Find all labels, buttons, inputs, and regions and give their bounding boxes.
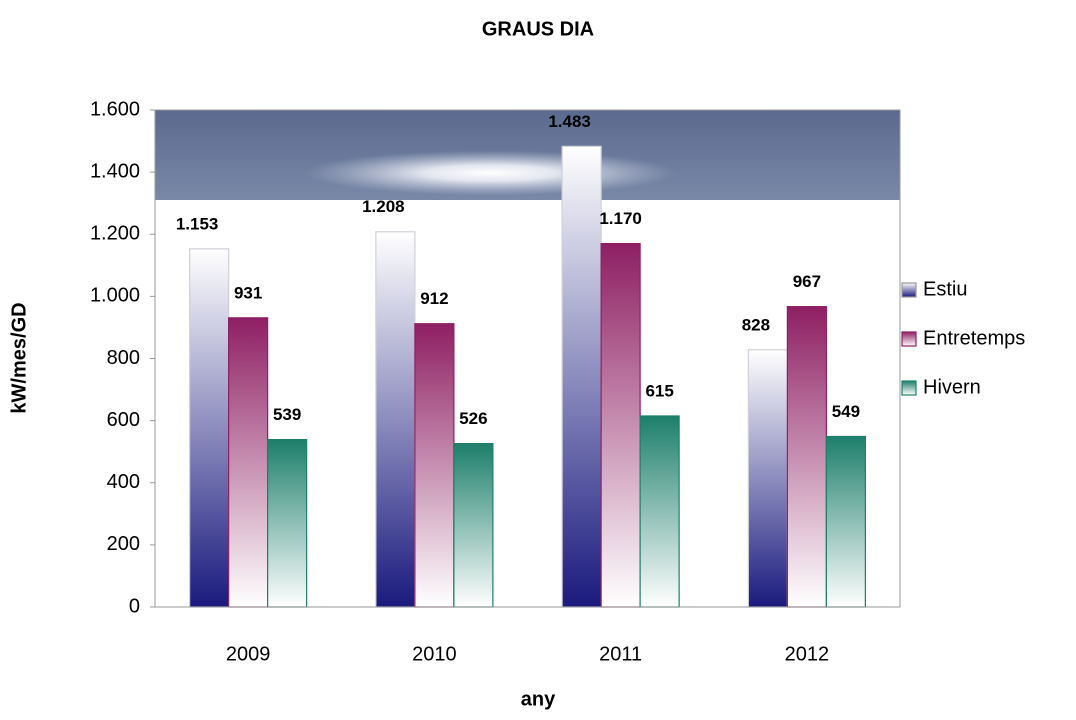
value-label: 615 [645, 381, 673, 400]
value-label: 1.170 [599, 209, 642, 228]
y-tick-label: 600 [107, 409, 140, 431]
chart-title: GRAUS DIA [482, 18, 594, 40]
y-axis-title: kW/mes/GD [8, 302, 30, 413]
bar [640, 416, 679, 607]
y-tick-label: 400 [107, 471, 140, 493]
bar [268, 440, 307, 607]
x-tick-label: 2010 [412, 643, 457, 665]
y-tick-label: 1.200 [90, 223, 140, 245]
y-tick-label: 1.400 [90, 160, 140, 182]
y-tick-label: 0 [129, 595, 140, 617]
y-tick-label: 1.600 [90, 98, 140, 120]
bar [826, 436, 865, 607]
legend-swatch [902, 381, 916, 395]
y-tick-label: 200 [107, 533, 140, 555]
y-tick-label: 1.000 [90, 285, 140, 307]
x-axis-title: any [521, 688, 556, 710]
sun-glow [155, 110, 900, 200]
legend-label: Entretemps [923, 327, 1025, 349]
legend-swatch [902, 332, 916, 346]
bar [415, 324, 454, 607]
x-tick-label: 2009 [226, 643, 271, 665]
value-label: 931 [234, 283, 262, 302]
bar [601, 244, 640, 607]
value-label: 1.153 [176, 214, 219, 233]
bar [748, 350, 787, 607]
value-label: 526 [459, 409, 487, 428]
legend-label: Hivern [923, 376, 981, 398]
legend-label: Estiu [923, 278, 967, 300]
legend-swatch [902, 283, 916, 297]
x-tick-label: 2012 [785, 643, 830, 665]
value-label: 967 [793, 272, 821, 291]
bar [376, 232, 415, 607]
bar [562, 146, 601, 607]
value-label: 828 [742, 315, 770, 334]
y-tick-label: 800 [107, 347, 140, 369]
value-label: 549 [832, 402, 860, 421]
bar [787, 307, 826, 607]
bar [454, 444, 493, 607]
chart: GRAUS DIA kW/mes/GD any 0 200 400 600 800 1.0… [0, 0, 1076, 715]
value-label: 1.483 [548, 112, 591, 131]
value-label: 539 [273, 405, 301, 424]
value-label: 1.208 [362, 197, 405, 216]
x-tick-label: 2011 [599, 643, 642, 665]
bar [229, 318, 268, 607]
value-label: 912 [420, 289, 448, 308]
bar [190, 249, 229, 607]
